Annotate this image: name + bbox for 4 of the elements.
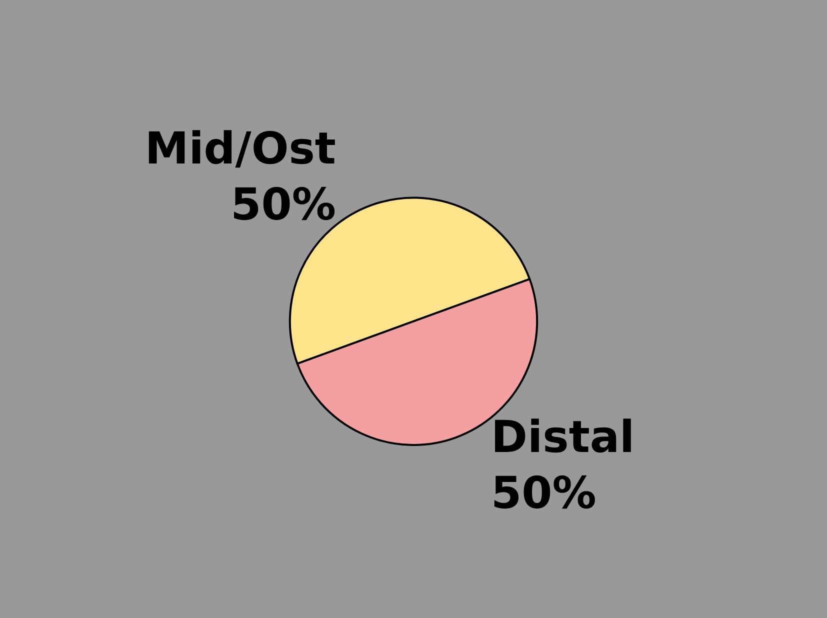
data-label: 50% (230, 180, 336, 231)
data-label: 50% (491, 468, 596, 520)
slice-label: Mid/Ost (144, 124, 336, 175)
slice-label: Distal (491, 412, 635, 464)
